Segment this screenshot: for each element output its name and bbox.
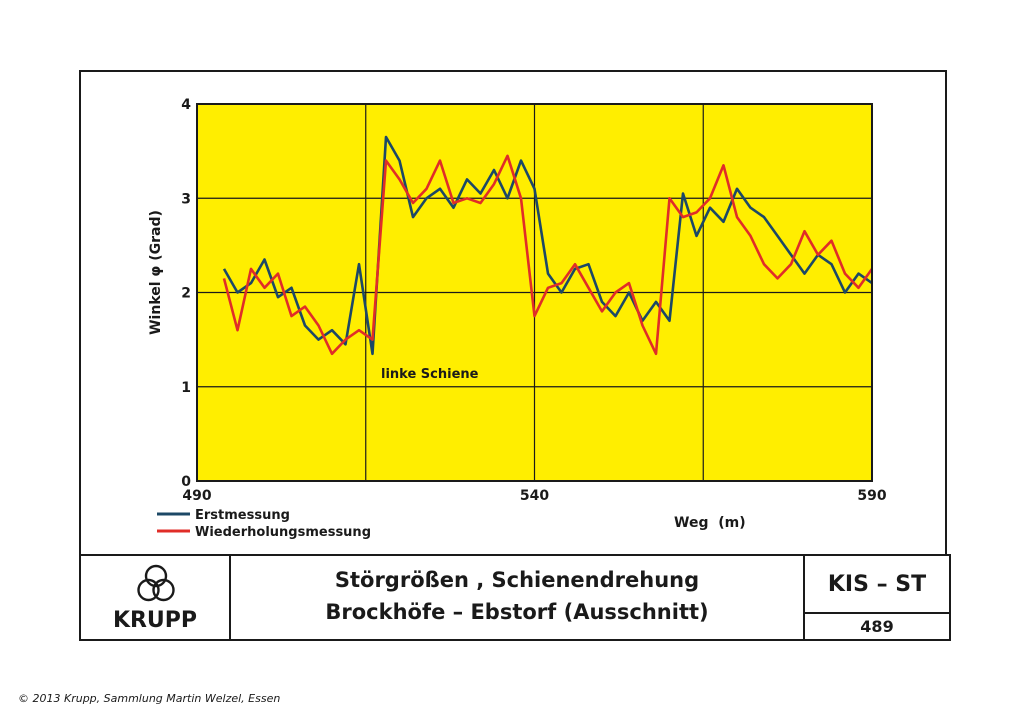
- y-tick-label: 3: [181, 191, 191, 207]
- tick-labels: 0 1 2 3 4 490 540 590: [181, 97, 887, 504]
- x-tick-label: 590: [857, 488, 886, 504]
- copyright-notice: © 2013 Krupp, Sammlung Martin Welzel, Es…: [18, 692, 281, 705]
- title-block: KRUPP Störgrößen , Schienendrehung Brock…: [79, 554, 951, 641]
- y-tick-label: 1: [181, 380, 191, 396]
- y-tick-label: 4: [181, 97, 191, 113]
- y-axis-label: Winkel φ (Grad): [148, 210, 164, 335]
- y-tick-label: 2: [181, 286, 191, 302]
- plot-border: [196, 103, 873, 482]
- series-layer: [222, 135, 874, 356]
- title-cell: Störgrößen , Schienendrehung Brockhöfe –…: [229, 554, 805, 641]
- krupp-rings-icon: [137, 564, 175, 602]
- legend-label: Wiederholungsmessung: [195, 525, 371, 540]
- chart-annotation: linke Schiene: [381, 367, 479, 382]
- code-cell: KIS – ST 489: [803, 554, 951, 641]
- logo-text: KRUPP: [112, 608, 198, 633]
- x-tick-label: 490: [182, 488, 211, 504]
- title-line-2: Brockhöfe – Ebstorf (Ausschnitt): [325, 600, 709, 624]
- series-line-wiederholungsmessung: [222, 154, 874, 356]
- document-number: 489: [860, 617, 894, 636]
- y-tick-label: 0: [181, 474, 191, 490]
- series-line-erstmessung: [222, 135, 873, 356]
- logo-cell: KRUPP: [79, 554, 231, 641]
- document-code: KIS – ST: [805, 556, 949, 614]
- title-line-1: Störgrößen , Schienendrehung: [334, 568, 700, 592]
- x-axis-label: Weg (m): [674, 515, 746, 531]
- x-tick-label: 540: [520, 488, 549, 504]
- legend-label: Erstmessung: [195, 508, 290, 523]
- legend: Erstmessung Wiederholungsmessung: [157, 508, 371, 540]
